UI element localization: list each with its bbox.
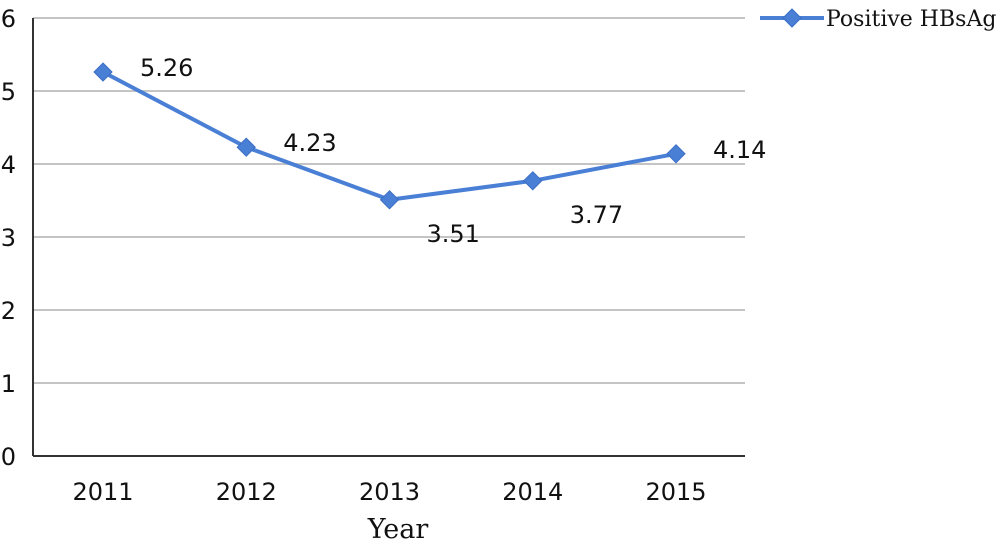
data-point-marker: [93, 62, 113, 82]
y-tick-labels: 0 1 2 3 4 5 6: [1, 5, 16, 471]
gridlines: [33, 17, 745, 384]
legend-marker-icon: [782, 8, 802, 28]
y-tick-label: 6: [1, 5, 16, 33]
data-point-marker: [666, 144, 686, 164]
data-label: 5.26: [140, 54, 193, 82]
data-point-marker: [236, 137, 256, 157]
data-label: 3.51: [427, 220, 480, 248]
data-point-marker: [379, 190, 400, 210]
series-layer: [93, 62, 686, 210]
x-tick-label: 2014: [502, 478, 563, 506]
data-point-marker: [523, 171, 543, 191]
x-tick-label: 2013: [359, 478, 420, 506]
data-labels: 5.26 4.23 3.51 3.77 4.14: [140, 54, 766, 248]
y-tick-label: 3: [1, 224, 16, 252]
x-tick-label: 2012: [216, 478, 277, 506]
y-tick-label: 0: [1, 443, 16, 471]
data-label: 4.23: [283, 129, 336, 157]
data-label: 3.77: [570, 201, 623, 229]
y-tick-label: 4: [1, 151, 16, 179]
axes: [32, 18, 745, 457]
x-axis-title: Year: [367, 514, 429, 545]
x-tick-labels: 2011 2012 2013 2014 2015: [72, 478, 706, 506]
legend: Positive HBsAg: [760, 7, 996, 32]
y-tick-label: 1: [1, 370, 16, 398]
data-label: 4.14: [713, 136, 766, 164]
y-tick-label: 2: [1, 297, 16, 325]
x-tick-label: 2011: [72, 478, 133, 506]
x-tick-label: 2015: [645, 478, 706, 506]
legend-label: Positive HBsAg: [826, 7, 996, 32]
y-tick-label: 5: [1, 78, 16, 106]
